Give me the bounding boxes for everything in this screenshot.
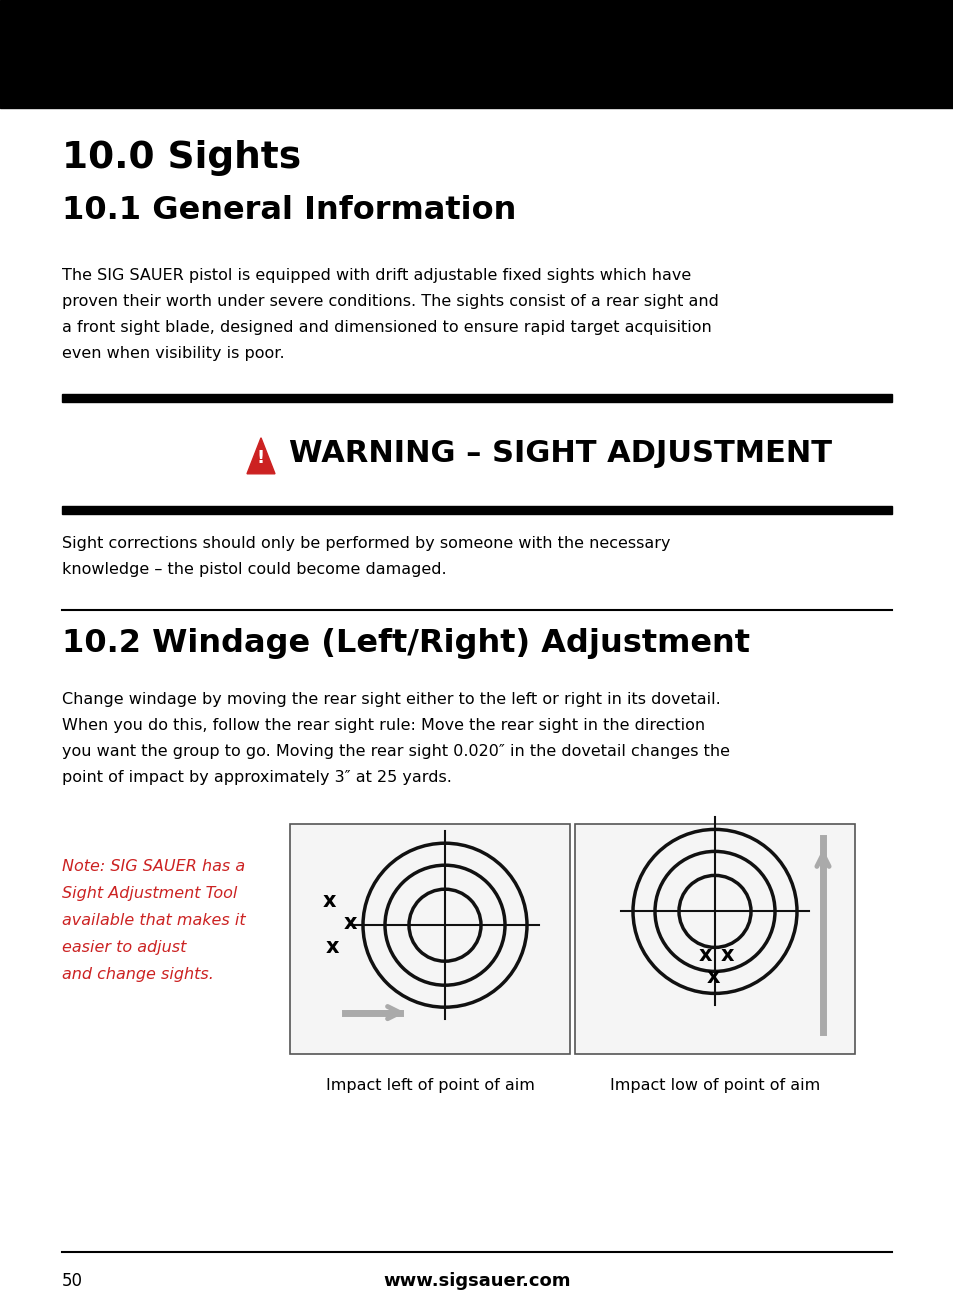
Bar [62,506,891,514]
Polygon shape [247,438,274,474]
Text: x: x [705,967,719,988]
Text: When you do this, follow the rear sight rule: Move the rear sight in the directi: When you do this, follow the rear sight … [62,718,704,733]
Text: even when visibility is poor.: even when visibility is poor. [62,346,284,361]
Text: x: x [720,946,733,966]
Text: available that makes it: available that makes it [62,913,245,928]
Text: 10.0 Sights: 10.0 Sights [62,140,301,176]
Text: proven their worth under severe conditions. The sights consist of a rear sight a: proven their worth under severe conditio… [62,294,719,310]
Text: a front sight blade, designed and dimensioned to ensure rapid target acquisition: a front sight blade, designed and dimens… [62,320,711,335]
Text: 50: 50 [62,1273,83,1290]
Text: x: x [343,913,356,933]
Text: WARNING – SIGHT ADJUSTMENT: WARNING – SIGHT ADJUSTMENT [289,440,831,468]
Text: Sight Adjustment Tool: Sight Adjustment Tool [62,886,237,901]
Text: Impact left of point of aim: Impact left of point of aim [325,1078,534,1093]
Bar [290,824,569,1054]
Bar [0,0,953,108]
Bar [575,824,854,1054]
Text: point of impact by approximately 3″ at 25 yards.: point of impact by approximately 3″ at 2… [62,770,452,785]
Text: 10.1 General Information: 10.1 General Information [62,195,516,226]
Text: 10.2 Windage (Left/Right) Adjustment: 10.2 Windage (Left/Right) Adjustment [62,628,749,659]
Text: x: x [322,891,335,912]
Text: easier to adjust: easier to adjust [62,939,186,955]
Text: knowledge – the pistol could become damaged.: knowledge – the pistol could become dama… [62,562,446,577]
Text: Sight corrections should only be performed by someone with the necessary: Sight corrections should only be perform… [62,537,670,551]
Bar [62,394,891,401]
Text: and change sights.: and change sights. [62,967,213,981]
Text: x: x [325,937,338,958]
Text: Impact low of point of aim: Impact low of point of aim [609,1078,820,1093]
Text: www.sigsauer.com: www.sigsauer.com [383,1273,570,1290]
Text: Change windage by moving the rear sight either to the left or right in its dovet: Change windage by moving the rear sight … [62,691,720,707]
Text: !: ! [256,449,265,467]
Text: x: x [698,946,711,966]
Text: The SIG SAUER pistol is equipped with drift adjustable fixed sights which have: The SIG SAUER pistol is equipped with dr… [62,268,691,283]
Text: you want the group to go. Moving the rear sight 0.020″ in the dovetail changes t: you want the group to go. Moving the rea… [62,744,729,760]
Text: Note: SIG SAUER has a: Note: SIG SAUER has a [62,859,245,874]
